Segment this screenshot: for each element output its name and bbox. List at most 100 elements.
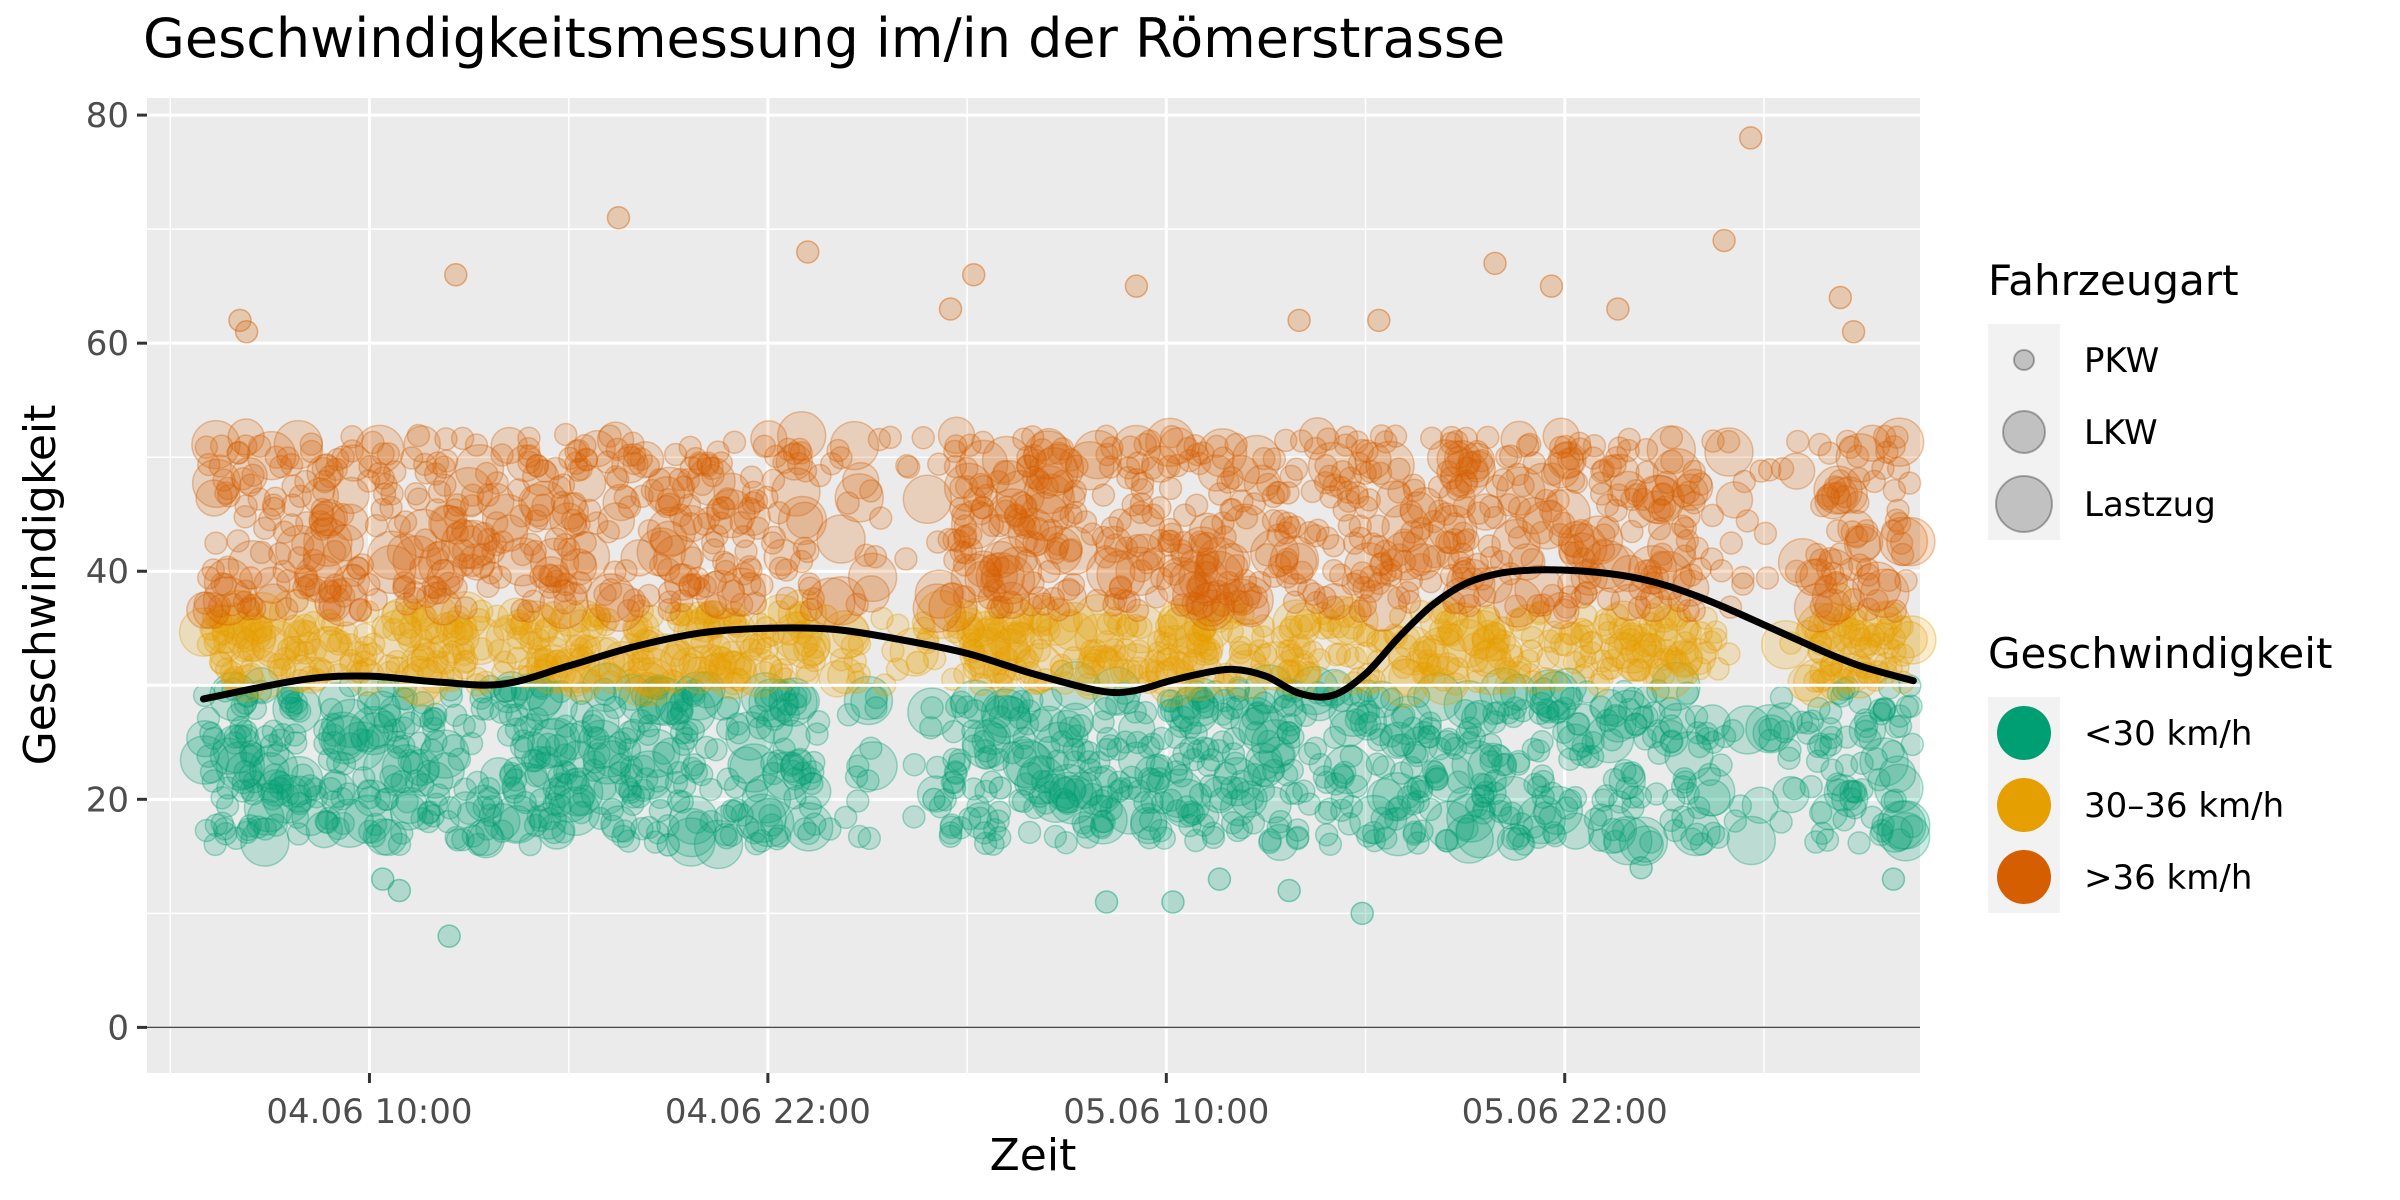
point <box>1653 647 1677 671</box>
point <box>1138 808 1163 832</box>
y-tick-label: 0 <box>107 1008 129 1048</box>
point <box>1155 613 1179 638</box>
point <box>963 698 987 723</box>
point <box>1334 425 1359 449</box>
point <box>1008 705 1032 730</box>
point <box>793 817 817 841</box>
point <box>426 783 451 807</box>
point <box>503 780 527 804</box>
point <box>1006 620 1030 644</box>
point <box>1425 653 1450 677</box>
point <box>1331 765 1355 789</box>
point <box>1043 824 1068 849</box>
point <box>608 753 633 777</box>
point <box>1391 655 1416 680</box>
point <box>1792 658 1843 708</box>
point <box>1418 797 1443 822</box>
point <box>655 688 693 726</box>
point <box>1862 600 1912 650</box>
point <box>718 640 743 665</box>
point <box>1355 624 1380 648</box>
point <box>1400 726 1439 764</box>
point <box>423 707 447 731</box>
point <box>1157 603 1196 641</box>
point <box>1850 751 1874 775</box>
point <box>210 785 234 810</box>
point <box>1220 811 1245 835</box>
point <box>1205 434 1229 459</box>
point <box>1213 761 1238 786</box>
point <box>737 793 787 844</box>
point <box>587 604 612 628</box>
point <box>1869 822 1893 847</box>
point <box>1303 736 1328 760</box>
point <box>1712 724 1737 749</box>
point <box>725 711 775 761</box>
point <box>1884 715 1909 739</box>
point <box>1536 646 1560 670</box>
point <box>1091 710 1115 734</box>
point <box>1825 518 1850 543</box>
point <box>211 620 236 645</box>
point <box>744 831 769 856</box>
point <box>1686 721 1710 745</box>
point <box>1123 700 1147 724</box>
point <box>357 785 382 810</box>
point <box>1383 695 1433 746</box>
point <box>547 784 571 809</box>
point <box>582 758 606 783</box>
point <box>1403 777 1427 801</box>
point <box>1065 724 1089 748</box>
point <box>1221 600 1246 624</box>
point <box>1671 806 1721 857</box>
point <box>1258 736 1296 774</box>
point <box>1077 655 1101 680</box>
point <box>632 754 656 779</box>
point <box>727 720 751 745</box>
point <box>920 695 944 720</box>
point <box>1638 632 1663 657</box>
point <box>317 682 356 720</box>
point <box>527 627 551 652</box>
point <box>593 776 617 801</box>
point <box>1523 772 1547 797</box>
point <box>382 600 406 625</box>
point <box>238 814 262 838</box>
point <box>954 600 979 624</box>
point <box>669 700 694 725</box>
point <box>1392 549 1417 574</box>
point <box>318 577 368 627</box>
point <box>1294 608 1318 633</box>
point <box>859 736 883 760</box>
point <box>973 831 998 856</box>
point <box>513 715 537 740</box>
point <box>1694 721 1719 746</box>
point <box>268 770 292 795</box>
point <box>1603 631 1641 670</box>
point <box>1219 696 1244 721</box>
point <box>739 637 763 662</box>
point <box>1388 658 1426 697</box>
point <box>585 726 610 751</box>
point <box>1133 700 1158 725</box>
point <box>1782 776 1806 801</box>
point <box>1538 805 1562 829</box>
point <box>1461 632 1486 656</box>
point <box>1199 641 1223 665</box>
point <box>1799 558 1837 596</box>
point <box>317 770 356 809</box>
point <box>1104 644 1129 668</box>
point <box>637 701 661 725</box>
point <box>788 747 812 772</box>
point <box>1129 500 1153 525</box>
point <box>444 825 468 850</box>
point <box>759 654 783 679</box>
point <box>1647 517 1672 541</box>
point <box>1231 602 1255 627</box>
point <box>321 790 345 814</box>
point <box>1576 745 1600 769</box>
point <box>1286 825 1310 850</box>
point <box>1310 601 1335 626</box>
point <box>666 789 691 813</box>
point <box>600 797 625 822</box>
